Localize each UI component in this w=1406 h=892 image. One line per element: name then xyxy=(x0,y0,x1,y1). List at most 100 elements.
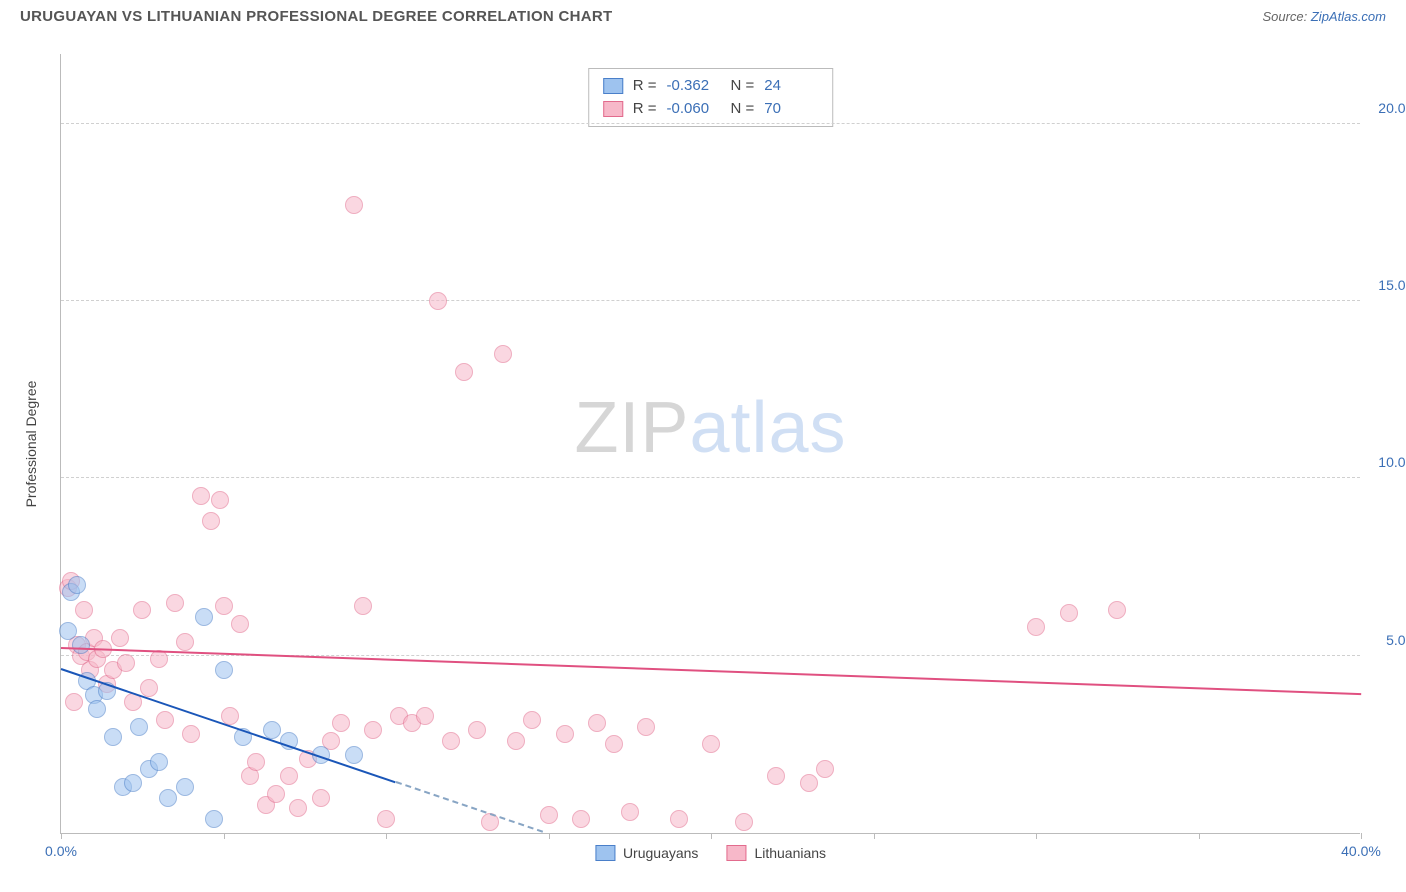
scatter-point xyxy=(166,594,184,612)
scatter-point xyxy=(150,650,168,668)
y-axis-title: Professional Degree xyxy=(23,380,39,507)
scatter-point xyxy=(156,711,174,729)
watermark-atlas: atlas xyxy=(689,388,846,468)
scatter-point xyxy=(345,196,363,214)
source-link[interactable]: ZipAtlas.com xyxy=(1311,9,1386,24)
scatter-point xyxy=(767,767,785,785)
trend-line xyxy=(395,781,542,833)
swatch-lithuanians xyxy=(603,101,623,117)
x-tick-label: 40.0% xyxy=(1341,843,1381,859)
gridline xyxy=(61,477,1360,478)
scatter-point xyxy=(588,714,606,732)
scatter-point xyxy=(354,597,372,615)
scatter-point xyxy=(442,732,460,750)
x-tick xyxy=(1361,833,1362,839)
x-tick xyxy=(386,833,387,839)
scatter-point xyxy=(130,718,148,736)
watermark-zip: ZIP xyxy=(574,388,689,468)
source-attribution: Source: ZipAtlas.com xyxy=(1262,9,1386,24)
scatter-point xyxy=(75,601,93,619)
scatter-point xyxy=(332,714,350,732)
scatter-point xyxy=(124,774,142,792)
scatter-point xyxy=(540,806,558,824)
stat-label-r: R = xyxy=(633,75,657,98)
y-tick-label: 5.0% xyxy=(1366,632,1406,648)
scatter-point xyxy=(605,735,623,753)
y-tick-label: 15.0% xyxy=(1366,277,1406,293)
legend-item-uruguayans: Uruguayans xyxy=(595,845,699,861)
stat-label-r: R = xyxy=(633,98,657,121)
swatch-lithuanians xyxy=(726,845,746,861)
scatter-point xyxy=(140,679,158,697)
scatter-point xyxy=(429,292,447,310)
scatter-point xyxy=(455,363,473,381)
scatter-point xyxy=(133,601,151,619)
scatter-point xyxy=(702,735,720,753)
scatter-point xyxy=(523,711,541,729)
scatter-point xyxy=(111,629,129,647)
x-tick xyxy=(1199,833,1200,839)
scatter-point xyxy=(176,778,194,796)
scatter-point xyxy=(68,576,86,594)
stats-row-uruguayans: R = -0.362 N = 24 xyxy=(603,75,819,98)
scatter-point xyxy=(289,799,307,817)
scatter-point xyxy=(1108,601,1126,619)
stat-label-n: N = xyxy=(731,98,755,121)
scatter-point xyxy=(211,491,229,509)
x-tick xyxy=(224,833,225,839)
scatter-point xyxy=(231,615,249,633)
scatter-point xyxy=(117,654,135,672)
plot-area: Professional Degree ZIPatlas R = -0.362 … xyxy=(60,54,1360,834)
scatter-point xyxy=(1027,618,1045,636)
scatter-point xyxy=(670,810,688,828)
stat-r-lithuanians: -0.060 xyxy=(667,98,721,121)
scatter-point xyxy=(159,789,177,807)
scatter-point xyxy=(800,774,818,792)
scatter-point xyxy=(735,813,753,831)
x-tick xyxy=(874,833,875,839)
scatter-point xyxy=(192,487,210,505)
scatter-point xyxy=(468,721,486,739)
stats-legend-box: R = -0.362 N = 24 R = -0.060 N = 70 xyxy=(588,68,834,127)
scatter-point xyxy=(621,803,639,821)
legend-item-lithuanians: Lithuanians xyxy=(726,845,826,861)
x-tick-label: 0.0% xyxy=(45,843,77,859)
stat-label-n: N = xyxy=(731,75,755,98)
scatter-point xyxy=(88,700,106,718)
scatter-point xyxy=(280,767,298,785)
stat-n-lithuanians: 70 xyxy=(764,98,818,121)
scatter-point xyxy=(556,725,574,743)
scatter-point xyxy=(364,721,382,739)
scatter-point xyxy=(816,760,834,778)
scatter-point xyxy=(104,728,122,746)
scatter-point xyxy=(150,753,168,771)
scatter-point xyxy=(205,810,223,828)
bottom-legend: Uruguayans Lithuanians xyxy=(595,845,826,861)
legend-label-uruguayans: Uruguayans xyxy=(623,845,699,861)
scatter-point xyxy=(377,810,395,828)
y-tick-label: 10.0% xyxy=(1366,454,1406,470)
gridline xyxy=(61,300,1360,301)
scatter-point xyxy=(637,718,655,736)
scatter-point xyxy=(195,608,213,626)
scatter-point xyxy=(182,725,200,743)
scatter-point xyxy=(507,732,525,750)
legend-label-lithuanians: Lithuanians xyxy=(754,845,826,861)
scatter-point xyxy=(1060,604,1078,622)
source-prefix: Source: xyxy=(1262,9,1310,24)
scatter-point xyxy=(494,345,512,363)
scatter-point xyxy=(215,597,233,615)
scatter-point xyxy=(345,746,363,764)
scatter-point xyxy=(176,633,194,651)
gridline xyxy=(61,123,1360,124)
scatter-point xyxy=(202,512,220,530)
scatter-point xyxy=(65,693,83,711)
y-tick-label: 20.0% xyxy=(1366,100,1406,116)
scatter-point xyxy=(416,707,434,725)
scatter-point xyxy=(572,810,590,828)
chart-container: Professional Degree ZIPatlas R = -0.362 … xyxy=(46,40,1386,840)
stat-n-uruguayans: 24 xyxy=(764,75,818,98)
chart-title: URUGUAYAN VS LITHUANIAN PROFESSIONAL DEG… xyxy=(20,8,613,25)
stats-row-lithuanians: R = -0.060 N = 70 xyxy=(603,98,819,121)
swatch-uruguayans xyxy=(595,845,615,861)
